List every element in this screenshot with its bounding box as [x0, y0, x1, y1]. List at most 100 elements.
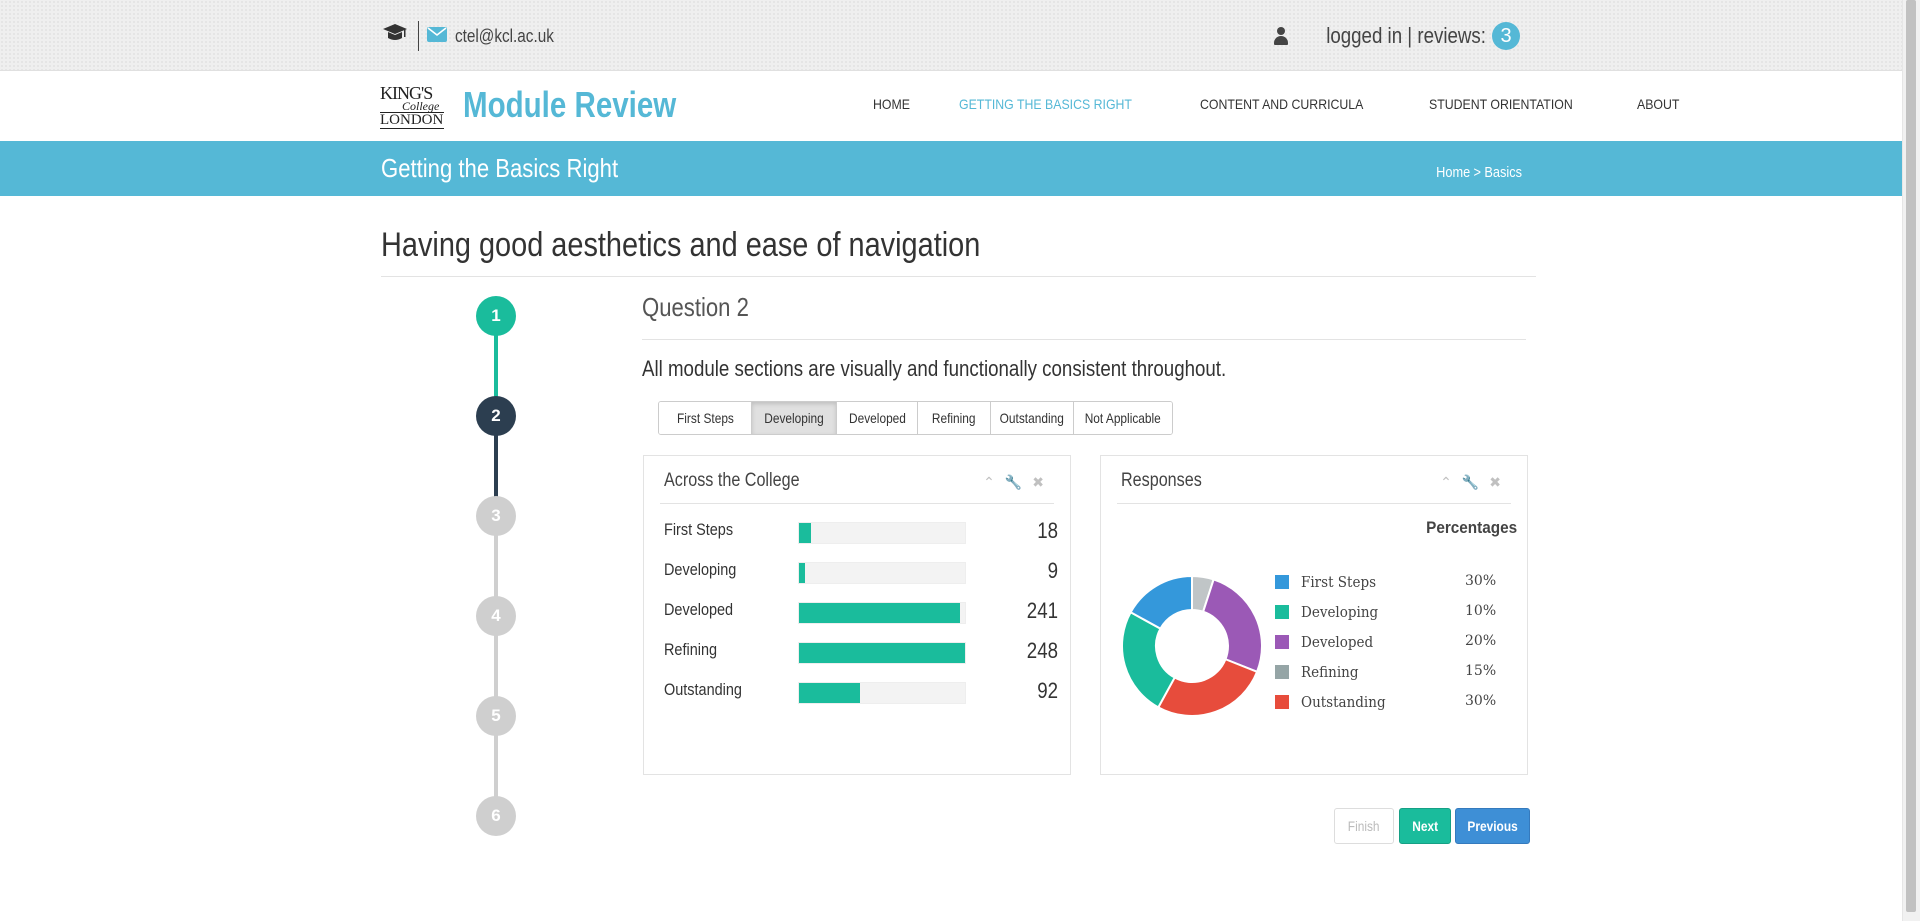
option-label: Developed — [848, 410, 906, 426]
page-title: Having good aesthetics and ease of navig… — [381, 226, 981, 264]
college-panel-title: Across the College — [664, 470, 800, 491]
rating-options: First Steps Developing Developed Refinin… — [658, 401, 1173, 435]
breadcrumb-current[interactable]: Basics — [1484, 164, 1522, 181]
user-icon — [1274, 27, 1289, 45]
college-row-value: 92 — [1037, 678, 1058, 703]
nav-home[interactable]: HOME — [873, 96, 910, 112]
college-row-label: Refining — [664, 640, 718, 659]
scrollbar-thumb[interactable] — [1906, 0, 1916, 912]
login-status: logged in | reviews: — [1326, 23, 1486, 48]
main-nav: HOME GETTING THE BASICS RIGHT CONTENT AN… — [873, 96, 1729, 112]
step-4[interactable]: 4 — [476, 596, 516, 636]
legend-swatch — [1275, 635, 1289, 649]
option-label: Developing — [764, 410, 824, 426]
section-band: Getting the Basics Right Home > Basics — [0, 141, 1903, 196]
responses-panel: Responses ⌃ 🔧 ✖ Percentages First Steps 3… — [1100, 455, 1528, 775]
contact-email[interactable]: ctel@kcl.ac.uk — [455, 25, 554, 46]
legend-swatch — [1275, 695, 1289, 709]
panel-divider — [660, 503, 1054, 504]
previous-label: Previous — [1467, 818, 1518, 834]
finish-label: Finish — [1348, 818, 1380, 834]
graduation-cap-icon — [382, 20, 412, 52]
college-row-value: 9 — [1047, 558, 1058, 583]
option-developing[interactable]: Developing — [752, 402, 837, 434]
option-refining[interactable]: Refining — [918, 402, 991, 434]
option-not-applicable[interactable]: Not Applicable — [1074, 402, 1172, 434]
breadcrumb-home[interactable]: Home — [1436, 164, 1471, 181]
previous-button[interactable]: Previous — [1455, 808, 1530, 844]
legend-percent: 30% — [1465, 573, 1497, 589]
step-connector — [494, 516, 498, 814]
progress-fill — [799, 643, 965, 663]
legend-label: First Steps — [1301, 573, 1377, 591]
donut-slice-developed[interactable] — [1201, 578, 1263, 674]
page-scrollbar[interactable] — [1902, 0, 1920, 921]
finish-button[interactable]: Finish — [1334, 808, 1394, 844]
progress-track — [798, 642, 966, 664]
site-header — [0, 71, 1903, 141]
top-bar: ctel@kcl.ac.uk logged in | reviews: 3 — [0, 0, 1903, 71]
option-first-steps[interactable]: First Steps — [659, 402, 752, 434]
college-row-label: Developing — [664, 560, 737, 579]
step-2[interactable]: 2 — [476, 396, 516, 436]
nav-getting-the-basics-right[interactable]: GETTING THE BASICS RIGHT — [959, 96, 1132, 112]
divider — [418, 21, 419, 51]
step-connector — [494, 316, 498, 400]
progress-track — [798, 522, 966, 544]
college-row-value: 241 — [1026, 598, 1058, 623]
kings-college-logo[interactable]: KING'S College LONDON — [380, 84, 446, 129]
question-text: All module sections are visually and fun… — [642, 356, 1227, 381]
legend-percent: 30% — [1465, 693, 1497, 709]
legend-swatch — [1275, 575, 1289, 589]
option-label: Refining — [932, 410, 976, 426]
option-label: Not Applicable — [1084, 410, 1162, 426]
close-icon[interactable]: ✖ — [1489, 474, 1501, 490]
legend-label: Developed — [1301, 633, 1374, 651]
panel-divider — [1117, 503, 1511, 504]
logo-line-3: LONDON — [380, 112, 444, 129]
college-panel: Across the College ⌃ 🔧 ✖ First Steps 18 De… — [643, 455, 1071, 775]
step-3[interactable]: 3 — [476, 496, 516, 536]
legend-percent: 15% — [1465, 663, 1497, 679]
legend-percent: 10% — [1465, 603, 1497, 619]
step-connector — [494, 416, 498, 500]
step-6[interactable]: 6 — [476, 796, 516, 836]
progress-fill — [799, 523, 811, 543]
responses-donut-chart — [1121, 574, 1263, 717]
nav-student-orientation[interactable]: STUDENT ORIENTATION — [1429, 96, 1573, 112]
question-divider — [642, 339, 1526, 340]
progress-track — [798, 682, 966, 704]
step-1[interactable]: 1 — [476, 296, 516, 336]
legend-swatch — [1275, 665, 1289, 679]
nav-content-and-curricula[interactable]: CONTENT AND CURRICULA — [1199, 96, 1363, 112]
option-outstanding[interactable]: Outstanding — [991, 402, 1074, 434]
college-row-label: Developed — [664, 600, 734, 619]
collapse-icon[interactable]: ⌃ — [983, 474, 995, 490]
envelope-icon — [427, 26, 447, 47]
next-button[interactable]: Next — [1399, 808, 1451, 844]
wrench-icon[interactable]: 🔧 — [1461, 474, 1480, 490]
site-brand[interactable]: Module Review — [463, 84, 677, 125]
progress-fill — [799, 563, 805, 583]
step-5[interactable]: 5 — [476, 696, 516, 736]
next-label: Next — [1412, 818, 1438, 834]
donut-slice-first-steps[interactable] — [1129, 574, 1193, 631]
wrench-icon[interactable]: 🔧 — [1004, 474, 1023, 490]
progress-fill — [799, 683, 861, 703]
legend-swatch — [1275, 605, 1289, 619]
progress-fill — [799, 603, 961, 623]
college-row-value: 248 — [1026, 638, 1058, 663]
donut-slice-outstanding[interactable] — [1156, 657, 1259, 717]
reviews-count-badge[interactable]: 3 — [1492, 22, 1520, 50]
option-label: First Steps — [676, 410, 734, 426]
collapse-icon[interactable]: ⌃ — [1440, 474, 1452, 490]
legend-label: Outstanding — [1301, 693, 1386, 711]
close-icon[interactable]: ✖ — [1032, 474, 1044, 490]
nav-about[interactable]: ABOUT — [1636, 96, 1679, 112]
legend-label: Developing — [1301, 603, 1379, 621]
option-developed[interactable]: Developed — [837, 402, 918, 434]
donut-slice-developing[interactable] — [1121, 610, 1177, 709]
logo-line-2: College — [402, 99, 440, 113]
college-row-value: 18 — [1037, 518, 1058, 543]
legend-label: Refining — [1301, 663, 1359, 681]
